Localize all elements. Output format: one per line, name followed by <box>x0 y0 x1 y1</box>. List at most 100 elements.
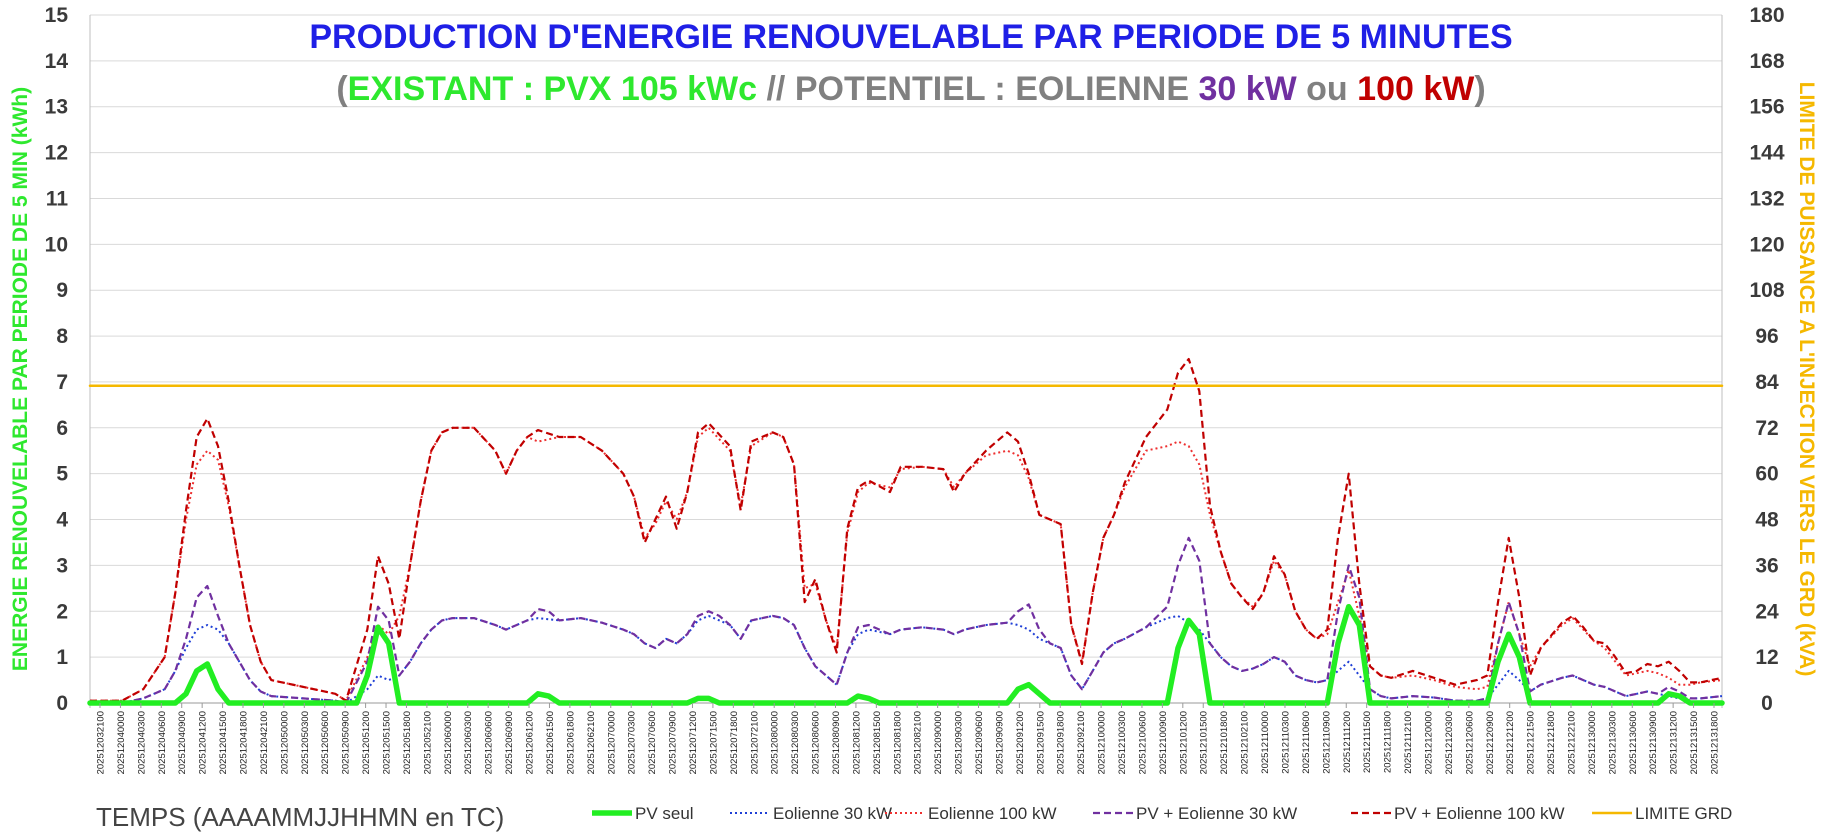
x-tick-label: 202512120000 <box>1423 711 1434 774</box>
x-tick-label: 202512130900 <box>1648 711 1659 774</box>
y2-tick-label: 12 <box>1755 646 1778 669</box>
x-tick-label: 202512050900 <box>341 711 352 774</box>
x-tick-label: 202512061800 <box>565 711 576 774</box>
x-tick-label: 202512040900 <box>177 711 188 774</box>
x-tick-label: 202512111200 <box>1342 711 1353 773</box>
y2-tick-label: 36 <box>1755 554 1778 577</box>
legend-label: PV + Eolienne 100 kW <box>1394 804 1565 823</box>
x-tick-label: 202512131800 <box>1710 711 1721 774</box>
x-tick-label: 202512121200 <box>1505 711 1516 774</box>
x-tick-label: 202512091500 <box>1035 711 1046 774</box>
y2-tick-label: 84 <box>1755 371 1779 394</box>
subtitle-part-3: 30 kW <box>1198 70 1297 108</box>
x-tick-label: 202512120300 <box>1444 711 1455 774</box>
x-tick-label: 202512072100 <box>749 711 760 774</box>
x-tick-label: 202512080900 <box>831 711 842 774</box>
legend-label: LIMITE GRD <box>1635 804 1732 823</box>
x-tick-label: 202512041500 <box>218 711 229 774</box>
x-tick-label: 202512110000 <box>1260 711 1271 774</box>
legend: PV seul Eolienne 30 kW Eolienne 100 kW PV +… <box>592 804 1732 823</box>
x-tick-label: 202512070000 <box>606 711 617 774</box>
x-tick-label: 202512070600 <box>647 711 658 774</box>
x-tick-label: 202512081800 <box>892 711 903 774</box>
x-tick-label: 202512050000 <box>279 711 290 774</box>
y-tick-label: 9 <box>56 279 68 302</box>
y-tick-label: 1 <box>56 646 68 669</box>
x-tick-label: 202512130600 <box>1628 711 1639 774</box>
legend-label: PV seul <box>635 804 694 823</box>
x-tick-label: 202512090600 <box>974 711 985 774</box>
x-tick-label: 202512061200 <box>525 711 536 774</box>
x-tick-label: 202512050600 <box>320 711 331 774</box>
x-tick-label: 202512071200 <box>688 711 699 774</box>
x-tick-label: 202512080300 <box>790 711 801 774</box>
grid-lines <box>89 14 1723 708</box>
series-pv-seul <box>87 603 1725 706</box>
x-tick-label: 202512121800 <box>1546 711 1557 774</box>
x-tick-label: 202512080000 <box>770 711 781 774</box>
legend-label: Eolienne 30 kW <box>773 804 892 823</box>
y-tick-label: 15 <box>45 4 69 27</box>
x-tick-label: 202512051500 <box>382 711 393 774</box>
y2-tick-label: 60 <box>1755 463 1778 486</box>
x-tick-label: 202512101800 <box>1219 711 1230 774</box>
x-tick-label: 202512121500 <box>1526 711 1537 774</box>
y2-tick-label: 120 <box>1749 233 1784 256</box>
x-axis: 202512032100 202512040000 202512040300 2025… <box>96 703 1721 774</box>
subtitle-part-5: 100 kW <box>1357 70 1475 108</box>
x-tick-label: 202512130000 <box>1587 711 1598 774</box>
y-tick-label: 4 <box>56 509 68 532</box>
x-tick-label: 202512131200 <box>1669 711 1680 774</box>
y-tick-label: 11 <box>46 187 69 210</box>
x-tick-label: 202512080600 <box>811 711 822 774</box>
y-tick-label: 7 <box>56 371 68 394</box>
x-tick-label: 202512122100 <box>1566 711 1577 774</box>
y-tick-label: 14 <box>45 50 69 73</box>
subtitle-part-6: ) <box>1474 70 1485 108</box>
series-group <box>87 357 1725 706</box>
y-tick-label: 6 <box>56 417 68 440</box>
x-tick-label: 202512100900 <box>1158 711 1169 774</box>
x-tick-label: 202512060900 <box>504 711 515 774</box>
x-tick-label: 202512111500 <box>1362 711 1373 773</box>
legend-label: Eolienne 100 kW <box>928 804 1057 823</box>
y-axis-label: ENERGIE RENOUVELABLE PAR PERIODE DE 5 MI… <box>9 87 32 671</box>
x-tick-label: 202512092100 <box>1076 711 1087 774</box>
x-tick-label: 202512042100 <box>259 711 270 774</box>
x-tick-label: 202512120600 <box>1464 711 1475 774</box>
x-tick-label: 202512100600 <box>1137 711 1148 774</box>
y2-tick-label: 156 <box>1749 96 1784 119</box>
x-tick-label: 202512060000 <box>443 711 454 774</box>
y-tick-label: 2 <box>56 600 68 623</box>
x-tick-label: 202512131500 <box>1689 711 1700 774</box>
y-axis-right: 0 12 24 36 48 60 72 84 96 108 120 132 144 156 168 180 <box>1749 4 1784 715</box>
x-tick-label: 202512071500 <box>708 711 719 774</box>
x-tick-label: 202512100300 <box>1117 711 1128 774</box>
x-tick-label: 202512060600 <box>484 711 495 774</box>
x-tick-label: 202512111800 <box>1383 711 1394 773</box>
y2-tick-label: 0 <box>1761 692 1773 715</box>
x-axis-label: TEMPS (AAAAMMJJHHMN en TC) <box>96 802 504 832</box>
x-tick-label: 202512101200 <box>1178 711 1189 774</box>
x-tick-label: 202512100000 <box>1097 711 1108 774</box>
y-tick-label: 10 <box>45 233 68 256</box>
chart-subtitle: (EXISTANT : PVX 105 kWc // POTENTIEL : E… <box>336 70 1485 108</box>
x-tick-label: 202512060300 <box>463 711 474 774</box>
x-tick-label: 202512052100 <box>422 711 433 774</box>
x-tick-label: 202512032100 <box>96 711 107 774</box>
x-tick-label: 202512051200 <box>361 711 372 774</box>
y2-tick-label: 180 <box>1749 4 1784 27</box>
x-tick-label: 202512112100 <box>1403 711 1414 774</box>
x-tick-label: 202512070300 <box>627 711 638 774</box>
y-tick-label: 12 <box>45 142 68 165</box>
x-tick-label: 202512091800 <box>1056 711 1067 774</box>
subtitle-part-1: EXISTANT : PVX 105 kWc <box>348 70 757 108</box>
x-tick-label: 202512120900 <box>1485 711 1496 774</box>
x-tick-label: 202512041200 <box>198 711 209 774</box>
y2-axis-label: LIMITE DE PUISSANCE A L'INJECTION VERS L… <box>1795 82 1818 677</box>
x-tick-label: 202512070900 <box>668 711 679 774</box>
y-tick-label: 13 <box>45 96 68 119</box>
x-tick-label: 202512130300 <box>1607 711 1618 774</box>
